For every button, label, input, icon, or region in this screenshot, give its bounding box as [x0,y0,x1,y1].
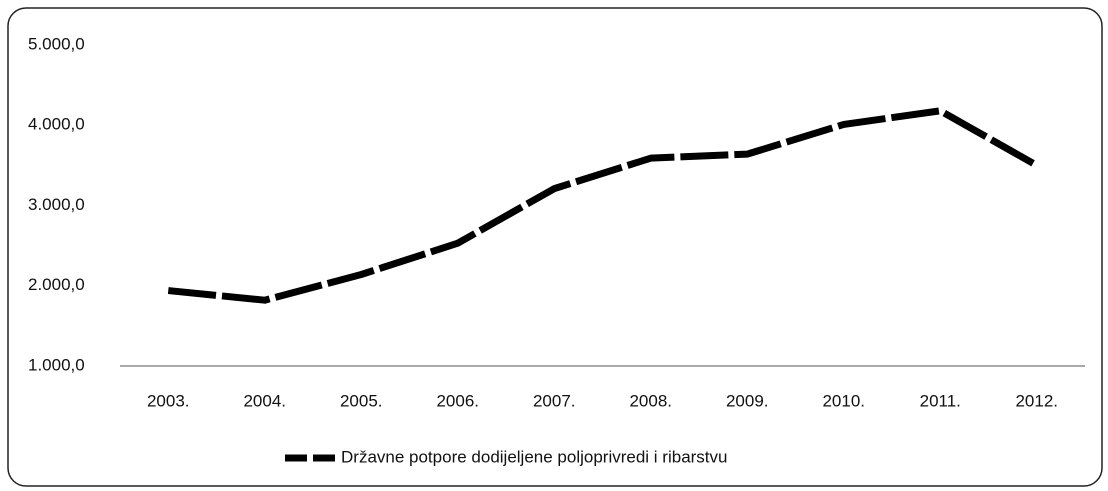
x-tick-label: 2005. [340,391,383,410]
x-tick-label: 2012. [1015,391,1058,410]
y-tick-label: 1.000,0 [28,355,85,374]
x-tick-label: 2004. [243,391,286,410]
y-tick-label: 5.000,0 [28,34,85,53]
x-tick-label: 2010. [822,391,865,410]
y-tick-label: 4.000,0 [28,115,85,134]
data-line [167,107,1039,304]
x-tick-label: 2003. [147,391,190,410]
y-tick-label: 3.000,0 [28,195,85,214]
chart-frame [7,7,1103,487]
x-tick-label: 2008. [629,391,672,410]
x-tick-label: 2007. [533,391,576,410]
x-tick-label: 2011. [920,391,961,410]
legend-label: Državne potpore dodijeljene poljoprivred… [341,447,727,466]
y-tick-label: 2.000,0 [28,275,85,294]
x-tick-label: 2009. [726,391,769,410]
x-tick-label: 2006. [436,391,479,410]
